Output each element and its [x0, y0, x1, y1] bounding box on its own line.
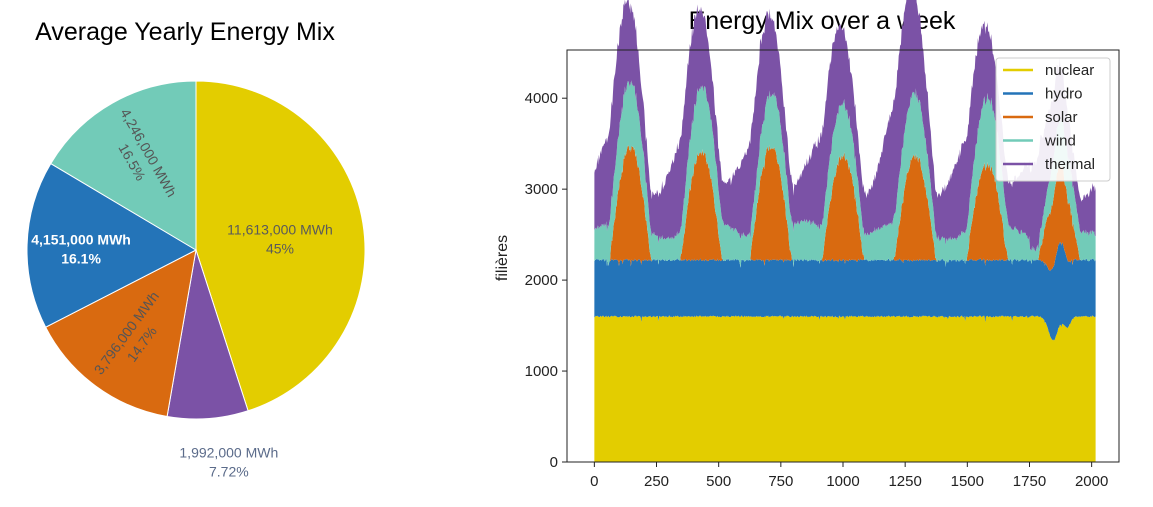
pie-slice-wind[interactable]	[50, 80, 197, 251]
y-axis-label: filières	[494, 235, 511, 281]
x-tick-label: 1000	[826, 473, 859, 490]
area-series-nuclear[interactable]	[594, 315, 1096, 462]
area-series-wind[interactable]	[594, 80, 1096, 268]
pie-label-value-thermal: 1,992,000 MWh	[179, 444, 278, 460]
pie-title: Average Yearly Energy Mix	[35, 18, 335, 46]
x-tick-label: 0	[590, 473, 598, 490]
y-tick-label: 0	[550, 454, 558, 471]
area-series-thermal[interactable]	[594, 0, 1096, 252]
x-axis: 0 250 500 750 1000 1250 1500 1750 2000	[590, 462, 1108, 490]
pie-slice-solar[interactable]	[44, 249, 197, 418]
pie-label-pct-thermal: 7.72%	[209, 463, 249, 479]
pie-slice-nuclear[interactable]	[195, 80, 366, 412]
x-tick-label: 250	[644, 473, 669, 490]
pie-chart: Average Yearly Energy Mix 11,613,000 MWh…	[26, 18, 366, 479]
pie-label-pct-hydro: 16.1%	[61, 250, 101, 266]
pie-slices	[26, 80, 366, 420]
area-layers	[594, 0, 1096, 462]
legend-label-thermal: thermal	[1045, 156, 1095, 173]
legend-label-wind: wind	[1044, 133, 1076, 150]
y-tick-label: 4000	[525, 90, 558, 107]
area-chart: Energy Mix over a week 0 250 500 750 1000 125…	[494, 0, 1120, 490]
pie-slice-hydro[interactable]	[26, 162, 198, 328]
y-tick-label: 2000	[525, 272, 558, 289]
area-series-hydro[interactable]	[594, 242, 1096, 341]
legend-box	[995, 57, 1111, 182]
x-tick-label: 750	[768, 473, 793, 490]
pie-label-pct-nuclear: 45%	[266, 241, 294, 257]
y-tick-label: 3000	[525, 181, 558, 198]
x-tick-label: 1500	[951, 473, 984, 490]
legend-label-solar: solar	[1045, 109, 1078, 126]
x-tick-label: 2000	[1075, 473, 1108, 490]
x-tick-label: 500	[706, 473, 731, 490]
legend-label-nuclear: nuclear	[1045, 62, 1094, 79]
pie-label-value-nuclear: 11,613,000 MWh	[227, 222, 333, 238]
pie-label-value-hydro: 4,151,000 MWh	[31, 231, 131, 247]
x-tick-label: 1250	[888, 473, 921, 490]
area-series-solar[interactable]	[594, 145, 1096, 272]
y-axis: 0 1000 2000 3000 4000	[525, 90, 567, 471]
legend-label-hydro: hydro	[1045, 86, 1083, 103]
legend: nuclear hydro solar wind thermal	[995, 57, 1111, 182]
y-tick-label: 1000	[525, 363, 558, 380]
x-tick-label: 1750	[1013, 473, 1046, 490]
